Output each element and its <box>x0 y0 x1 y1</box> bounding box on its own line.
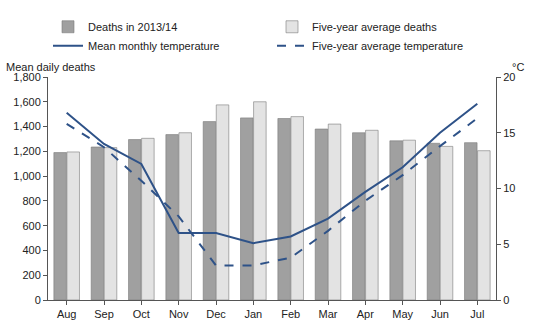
svg-text:600: 600 <box>22 220 40 232</box>
svg-text:400: 400 <box>22 244 40 256</box>
svg-text:1,800: 1,800 <box>13 71 41 83</box>
svg-text:Jan: Jan <box>244 308 262 320</box>
svg-text:Nov: Nov <box>169 308 189 320</box>
svg-text:Mar: Mar <box>319 308 338 320</box>
svg-text:15: 15 <box>503 127 515 139</box>
svg-text:Mean daily deaths: Mean daily deaths <box>6 61 96 73</box>
svg-text:1,200: 1,200 <box>13 145 41 157</box>
svg-text:20: 20 <box>503 71 515 83</box>
svg-text:Oct: Oct <box>133 308 150 320</box>
svg-text:Apr: Apr <box>357 308 374 320</box>
svg-text:Five-year average temperature: Five-year average temperature <box>312 40 463 52</box>
svg-text:0: 0 <box>503 294 509 306</box>
svg-text:0: 0 <box>35 294 41 306</box>
svg-text:Deaths in 2013/14: Deaths in 2013/14 <box>88 21 177 33</box>
svg-text:May: May <box>392 308 413 320</box>
svg-text:10: 10 <box>503 182 515 194</box>
svg-text:Jul: Jul <box>470 308 484 320</box>
svg-text:Five-year average deaths: Five-year average deaths <box>312 21 437 33</box>
svg-text:Dec: Dec <box>206 308 226 320</box>
svg-text:200: 200 <box>22 269 40 281</box>
svg-text:1,400: 1,400 <box>13 120 41 132</box>
svg-text:1,000: 1,000 <box>13 170 41 182</box>
svg-text:800: 800 <box>22 195 40 207</box>
svg-text:Sep: Sep <box>94 308 114 320</box>
svg-text:5: 5 <box>503 238 509 250</box>
svg-text:Mean monthly temperature: Mean monthly temperature <box>88 40 219 52</box>
svg-text:1,600: 1,600 <box>13 96 41 108</box>
svg-text:Feb: Feb <box>281 308 300 320</box>
svg-text:°C: °C <box>512 61 524 73</box>
svg-text:Aug: Aug <box>57 308 77 320</box>
svg-text:Jun: Jun <box>431 308 449 320</box>
